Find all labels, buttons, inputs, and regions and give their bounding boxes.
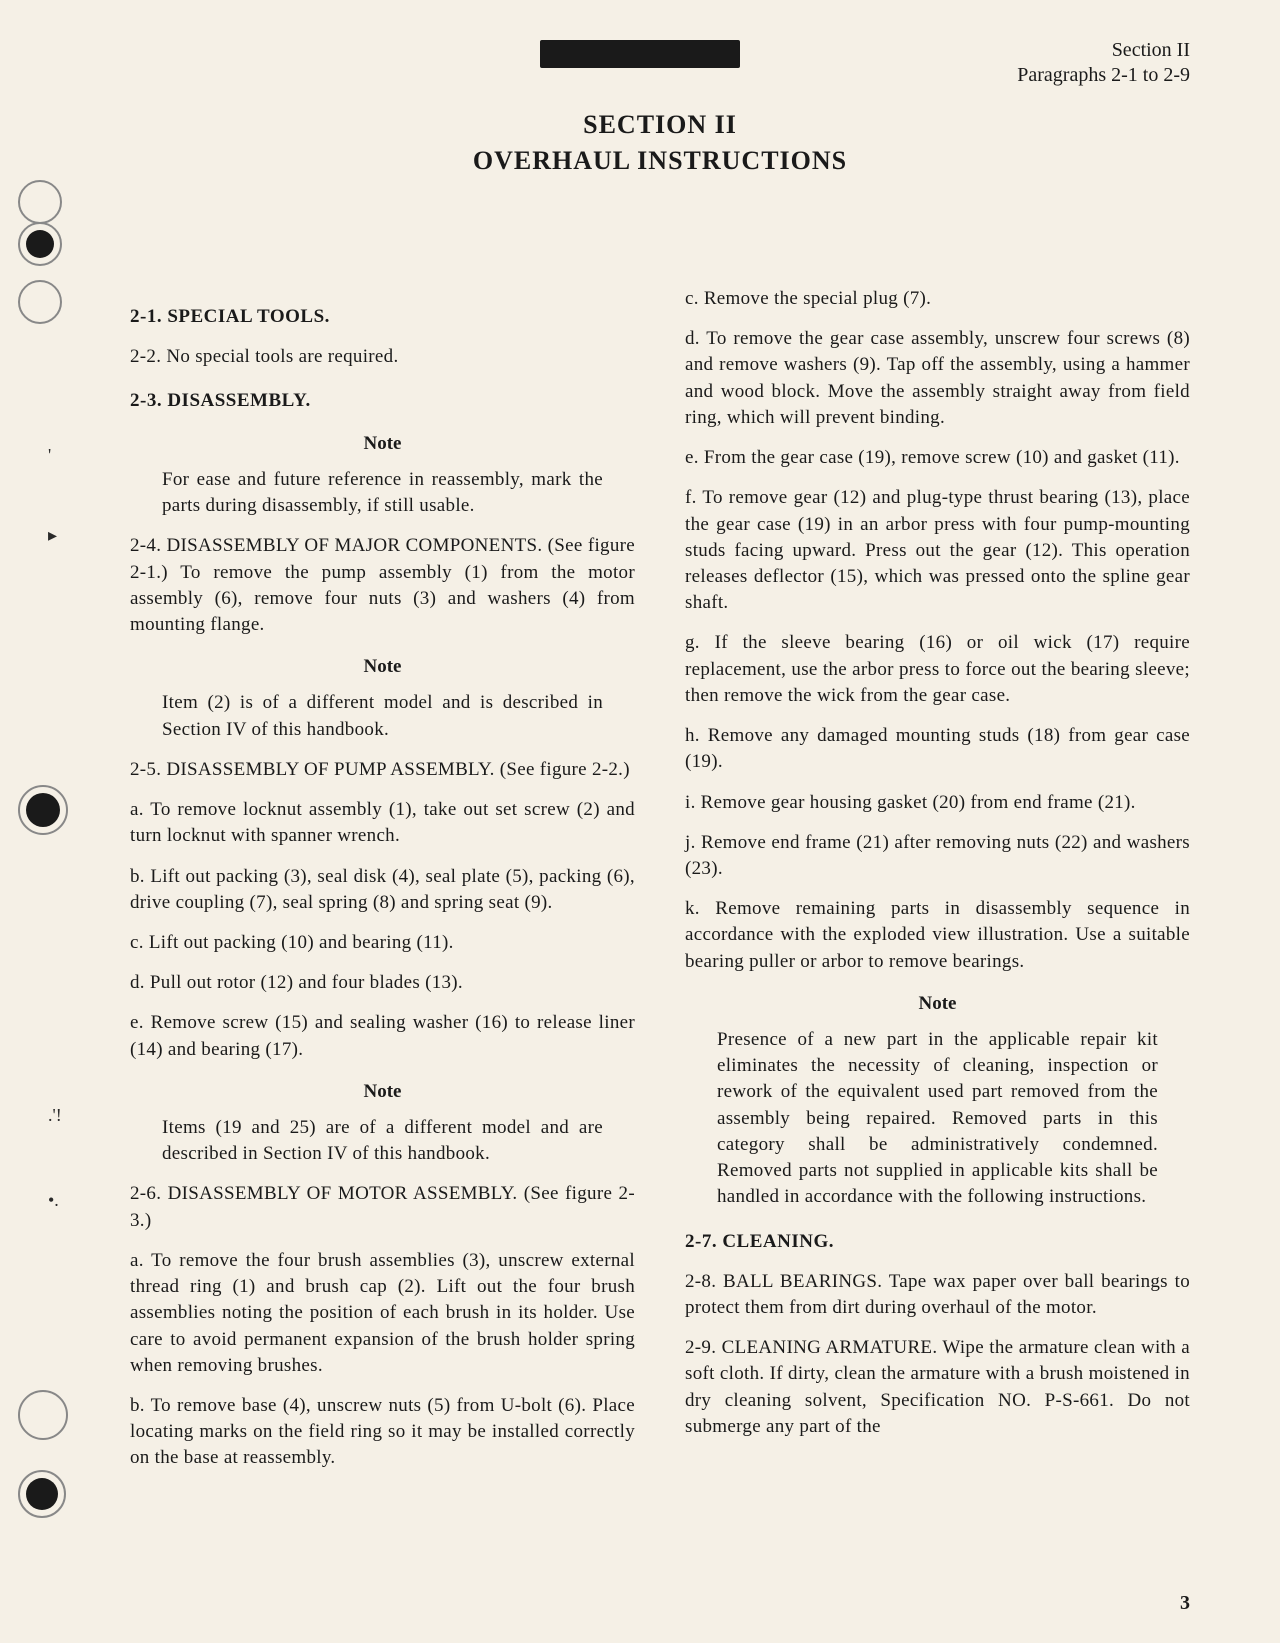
header-right: Section II Paragraphs 2-1 to 2-9 (1017, 38, 1190, 88)
step-d: d. To remove the gear case assembly, uns… (685, 326, 1190, 431)
binder-hole (18, 180, 62, 224)
step-c: c. Remove the special plug (7). (685, 286, 1190, 312)
margin-mark: •. (48, 1190, 59, 1211)
step-d: d. Pull out rotor (12) and four blades (… (130, 970, 635, 996)
step-h: h. Remove any damaged mounting studs (18… (685, 723, 1190, 775)
two-column-body: 2-1. SPECIAL TOOLS. 2-2. No special tool… (130, 286, 1190, 1486)
note-body: For ease and future reference in reassem… (130, 467, 635, 519)
paragraph-2-6: 2-6. DISASSEMBLY OF MOTOR ASSEMBLY. (See… (130, 1181, 635, 1233)
redaction-bar (540, 40, 740, 68)
paragraph-2-8: 2-8. BALL BEARINGS. Tape wax paper over … (685, 1269, 1190, 1321)
note-body: Presence of a new part in the applicable… (685, 1027, 1190, 1211)
right-column: c. Remove the special plug (7). d. To re… (685, 286, 1190, 1486)
step-e: e. From the gear case (19), remove screw… (685, 445, 1190, 471)
step-g: g. If the sleeve bearing (16) or oil wic… (685, 630, 1190, 709)
step-a: a. To remove locknut assembly (1), take … (130, 797, 635, 849)
paragraph-2-2: 2-2. No special tools are required. (130, 344, 635, 370)
heading-2-3: 2-3. DISASSEMBLY. (130, 388, 635, 414)
step-b: b. Lift out packing (3), seal disk (4), … (130, 864, 635, 916)
document-page: Section II Paragraphs 2-1 to 2-9 ' ▸ .'!… (0, 0, 1280, 1643)
note-heading: Note (130, 654, 635, 680)
heading-2-7: 2-7. CLEANING. (685, 1229, 1190, 1255)
step-j: j. Remove end frame (21) after removing … (685, 830, 1190, 882)
note-body: Items (19 and 25) are of a different mod… (130, 1115, 635, 1167)
paragraph-2-5: 2-5. DISASSEMBLY OF PUMP ASSEMBLY. (See … (130, 757, 635, 783)
margin-mark: ' (48, 445, 51, 466)
note-heading: Note (130, 431, 635, 457)
title-block: SECTION II OVERHAUL INSTRUCTIONS (130, 110, 1190, 176)
step-k: k. Remove remaining parts in disassembly… (685, 896, 1190, 975)
note-heading: Note (130, 1079, 635, 1105)
binder-hole (18, 222, 62, 266)
margin-mark: .'! (48, 1105, 62, 1126)
header-paragraphs: Paragraphs 2-1 to 2-9 (1017, 63, 1190, 88)
step-b: b. To remove base (4), unscrew nuts (5) … (130, 1393, 635, 1472)
page-number: 3 (1180, 1592, 1190, 1615)
left-column: 2-1. SPECIAL TOOLS. 2-2. No special tool… (130, 286, 635, 1486)
heading-2-1: 2-1. SPECIAL TOOLS. (130, 304, 635, 330)
margin-mark: ▸ (48, 525, 57, 546)
step-f: f. To remove gear (12) and plug-type thr… (685, 485, 1190, 616)
section-number: SECTION II (130, 110, 1190, 140)
binder-hole (18, 785, 68, 835)
header-section: Section II (1017, 38, 1190, 63)
note-body: Item (2) is of a different model and is … (130, 690, 635, 742)
step-c: c. Lift out packing (10) and bearing (11… (130, 930, 635, 956)
binder-hole (18, 1470, 66, 1518)
step-i: i. Remove gear housing gasket (20) from … (685, 790, 1190, 816)
binder-hole (18, 1390, 68, 1440)
step-a: a. To remove the four brush assemblies (… (130, 1248, 635, 1379)
step-e: e. Remove screw (15) and sealing washer … (130, 1010, 635, 1062)
section-subtitle: OVERHAUL INSTRUCTIONS (130, 146, 1190, 176)
note-heading: Note (685, 991, 1190, 1017)
paragraph-2-9: 2-9. CLEANING ARMATURE. Wipe the armatur… (685, 1335, 1190, 1440)
binder-hole (18, 280, 62, 324)
paragraph-2-4: 2-4. DISASSEMBLY OF MAJOR COMPONENTS. (S… (130, 533, 635, 638)
